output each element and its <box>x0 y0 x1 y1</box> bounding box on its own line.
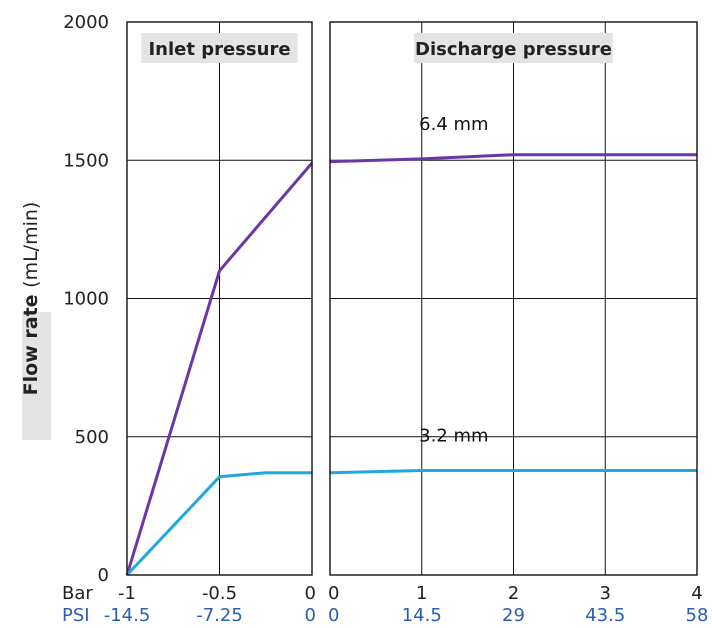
panel-title: Discharge pressure <box>415 39 612 60</box>
y-tick-label: 2000 <box>63 12 109 33</box>
panel-frame <box>329 21 698 576</box>
series-label: 6.4 mm <box>419 114 488 135</box>
psi-tick-label: 0 <box>305 605 316 626</box>
bar-tick-label: 1 <box>416 583 427 604</box>
psi-tick-label: 0 <box>328 605 339 626</box>
bar-row-label: Bar <box>62 583 93 604</box>
panel-title-background <box>141 33 298 63</box>
bar-tick-label: 3 <box>600 583 611 604</box>
bar-tick-label: 4 <box>691 583 702 604</box>
bar-tick-label: -0.5 <box>202 583 237 604</box>
bar-tick-label: -1 <box>118 583 136 604</box>
panel-title: Inlet pressure <box>148 39 290 60</box>
y-tick-label: 1000 <box>63 289 109 310</box>
psi-row-label: PSI <box>62 605 90 626</box>
y-tick-label: 0 <box>98 565 109 586</box>
bar-tick-label: 0 <box>305 583 316 604</box>
panel-frame <box>126 21 313 576</box>
y-tick-label: 1500 <box>63 150 109 171</box>
series-label: 3.2 mm <box>419 425 488 446</box>
y-axis-label-highlight <box>22 312 51 440</box>
y-axis-label: Flow rate (mL/min) <box>20 202 42 396</box>
y-tick-label: 500 <box>75 427 109 448</box>
psi-tick-label: 14.5 <box>402 605 442 626</box>
psi-tick-label: 43.5 <box>585 605 625 626</box>
bar-tick-label: 2 <box>508 583 519 604</box>
series-line <box>125 471 312 577</box>
psi-tick-label: 29 <box>502 605 525 626</box>
panel-title-background <box>414 33 613 63</box>
psi-tick-label: 58 <box>686 605 709 626</box>
bar-tick-label: 0 <box>328 583 339 604</box>
y-axis-label-name: Flow rate <box>20 288 42 396</box>
y-axis-label-unit: (mL/min) <box>20 202 42 288</box>
psi-tick-label: -14.5 <box>104 605 151 626</box>
psi-tick-label: -7.25 <box>196 605 243 626</box>
